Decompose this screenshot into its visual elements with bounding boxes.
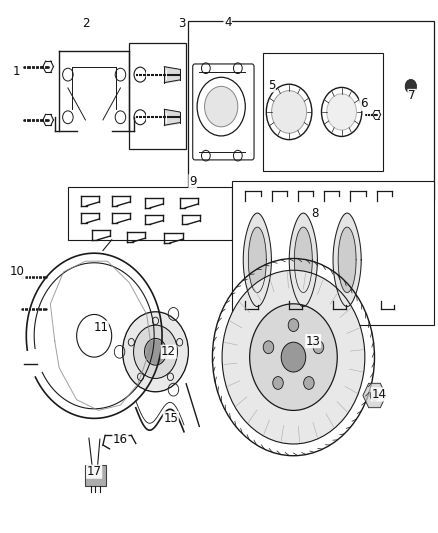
Text: 14: 14 [371,388,386,401]
Circle shape [281,342,306,372]
Circle shape [145,340,166,364]
Text: 13: 13 [306,335,321,348]
Circle shape [288,319,299,332]
Circle shape [222,270,365,444]
FancyBboxPatch shape [193,64,254,160]
Circle shape [250,304,337,410]
Text: 2: 2 [81,18,89,30]
Circle shape [124,313,187,391]
Circle shape [313,341,324,353]
Text: 10: 10 [10,265,25,278]
Text: 15: 15 [163,412,178,425]
Text: 6: 6 [360,98,367,110]
Text: 7: 7 [408,90,416,102]
Text: 5: 5 [268,79,275,92]
Text: 14: 14 [371,388,386,401]
Bar [68,187,232,240]
Text: 5: 5 [268,79,275,92]
Text: 17: 17 [87,465,102,478]
Polygon shape [243,213,272,306]
Polygon shape [248,227,266,293]
Text: 6: 6 [360,98,367,110]
Text: 8: 8 [312,207,319,220]
Circle shape [272,91,307,133]
Text: 7: 7 [408,90,416,102]
Text: 16: 16 [113,433,128,446]
Text: 15: 15 [163,412,178,425]
Text: 1: 1 [13,66,21,78]
Polygon shape [289,213,318,306]
Bar [129,43,186,149]
Circle shape [197,77,245,136]
Circle shape [134,326,177,377]
Text: 4: 4 [224,16,232,29]
Text: 1: 1 [13,66,21,78]
Circle shape [370,390,379,401]
Polygon shape [333,213,361,306]
Circle shape [327,94,357,130]
Bar [85,465,106,486]
Text: 13: 13 [306,335,321,348]
Text: 3: 3 [178,18,185,30]
Bar [263,53,383,171]
Text: 9: 9 [189,175,197,188]
Text: 8: 8 [312,207,319,220]
Circle shape [273,377,283,390]
Text: 4: 4 [224,16,232,29]
Text: 9: 9 [189,175,197,188]
Text: 17: 17 [87,465,102,478]
Text: 12: 12 [161,345,176,358]
Polygon shape [338,227,356,293]
Circle shape [205,86,238,127]
Circle shape [263,341,274,353]
Circle shape [321,87,362,136]
Text: 3: 3 [178,18,185,30]
Bar [188,21,434,200]
Text: 2: 2 [81,18,89,30]
Text: 11: 11 [93,321,108,334]
Polygon shape [294,227,312,293]
Polygon shape [363,383,386,408]
Text: 16: 16 [113,433,128,446]
Bar [232,181,434,325]
Circle shape [304,377,314,390]
Text: 11: 11 [93,321,108,334]
Circle shape [266,84,312,140]
Text: 10: 10 [10,265,25,278]
Circle shape [405,79,417,93]
Text: 12: 12 [161,345,176,358]
